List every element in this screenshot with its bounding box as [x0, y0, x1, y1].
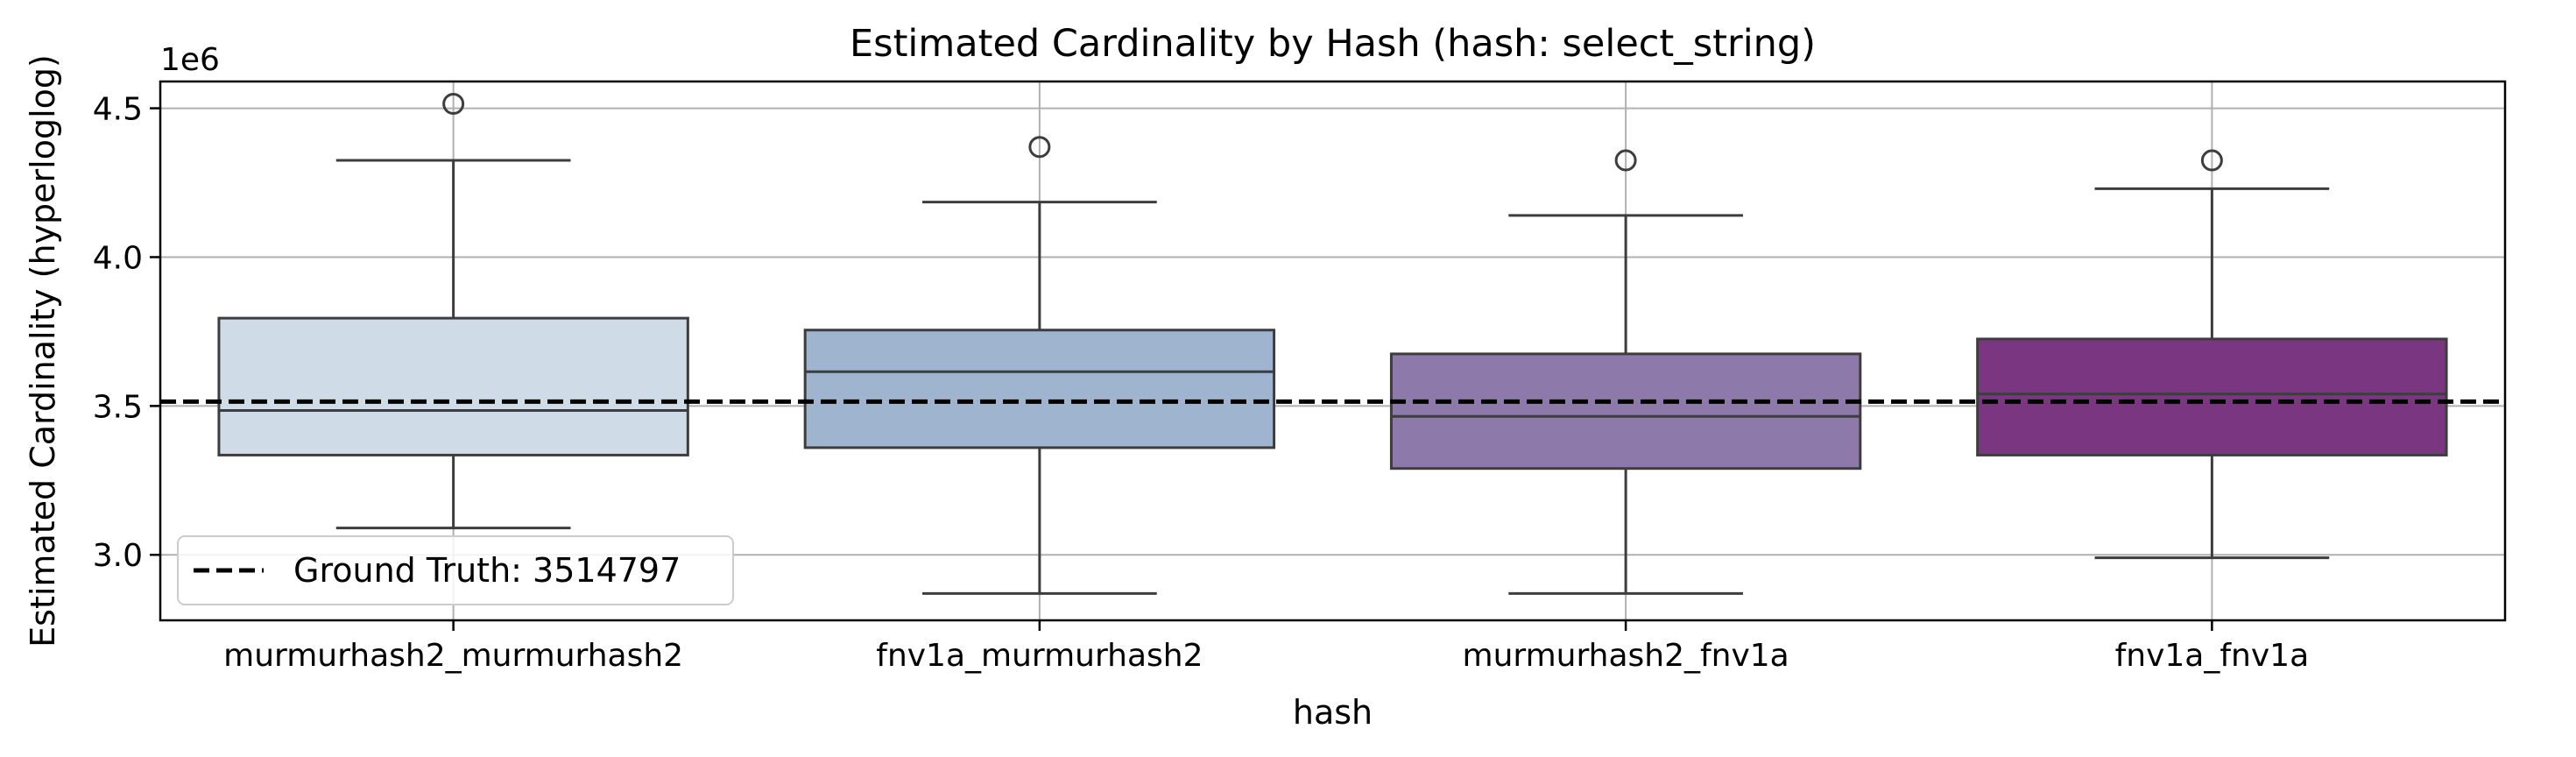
x-tick-label: murmurhash2_murmurhash2 [223, 638, 683, 674]
y-axis-label: Estimated Cardinality (hyperloglog) [24, 54, 62, 647]
outlier-point [1028, 136, 1051, 159]
box-murmurhash2_murmurhash2 [217, 316, 689, 456]
legend-box [177, 535, 734, 605]
box-fnv1a_murmurhash2 [803, 329, 1276, 449]
box-murmurhash2_fnv1a [1389, 352, 1862, 470]
x-tick-label: fnv1a_murmurhash2 [876, 638, 1203, 674]
plot-frame [159, 80, 2507, 622]
y-tick-label: 4.5 [93, 92, 143, 128]
box-fnv1a_fnv1a [1976, 337, 2448, 456]
x-tick-label: murmurhash2_fnv1a [1463, 638, 1789, 674]
plot-area: 3.0 3.5 4.0 4.5 murmurhash2_murmurhash2 fnv1a… [93, 80, 2507, 674]
x-tick-label: fnv1a_fnv1a [2115, 638, 2310, 674]
x-axis-label: hash [1293, 693, 1373, 732]
legend-label: Ground Truth: 3514797 [293, 551, 681, 590]
outlier-point [442, 92, 465, 115]
chart-title: Estimated Cardinality by Hash (hash: sel… [850, 22, 1816, 66]
y-tick-label: 3.0 [93, 538, 143, 574]
y-axis-offset-label: 1e6 [160, 42, 220, 78]
outlier-point [2200, 149, 2223, 172]
y-tick-label: 3.5 [93, 389, 143, 425]
y-tick-label: 4.0 [93, 240, 143, 276]
outlier-point [1614, 149, 1637, 172]
